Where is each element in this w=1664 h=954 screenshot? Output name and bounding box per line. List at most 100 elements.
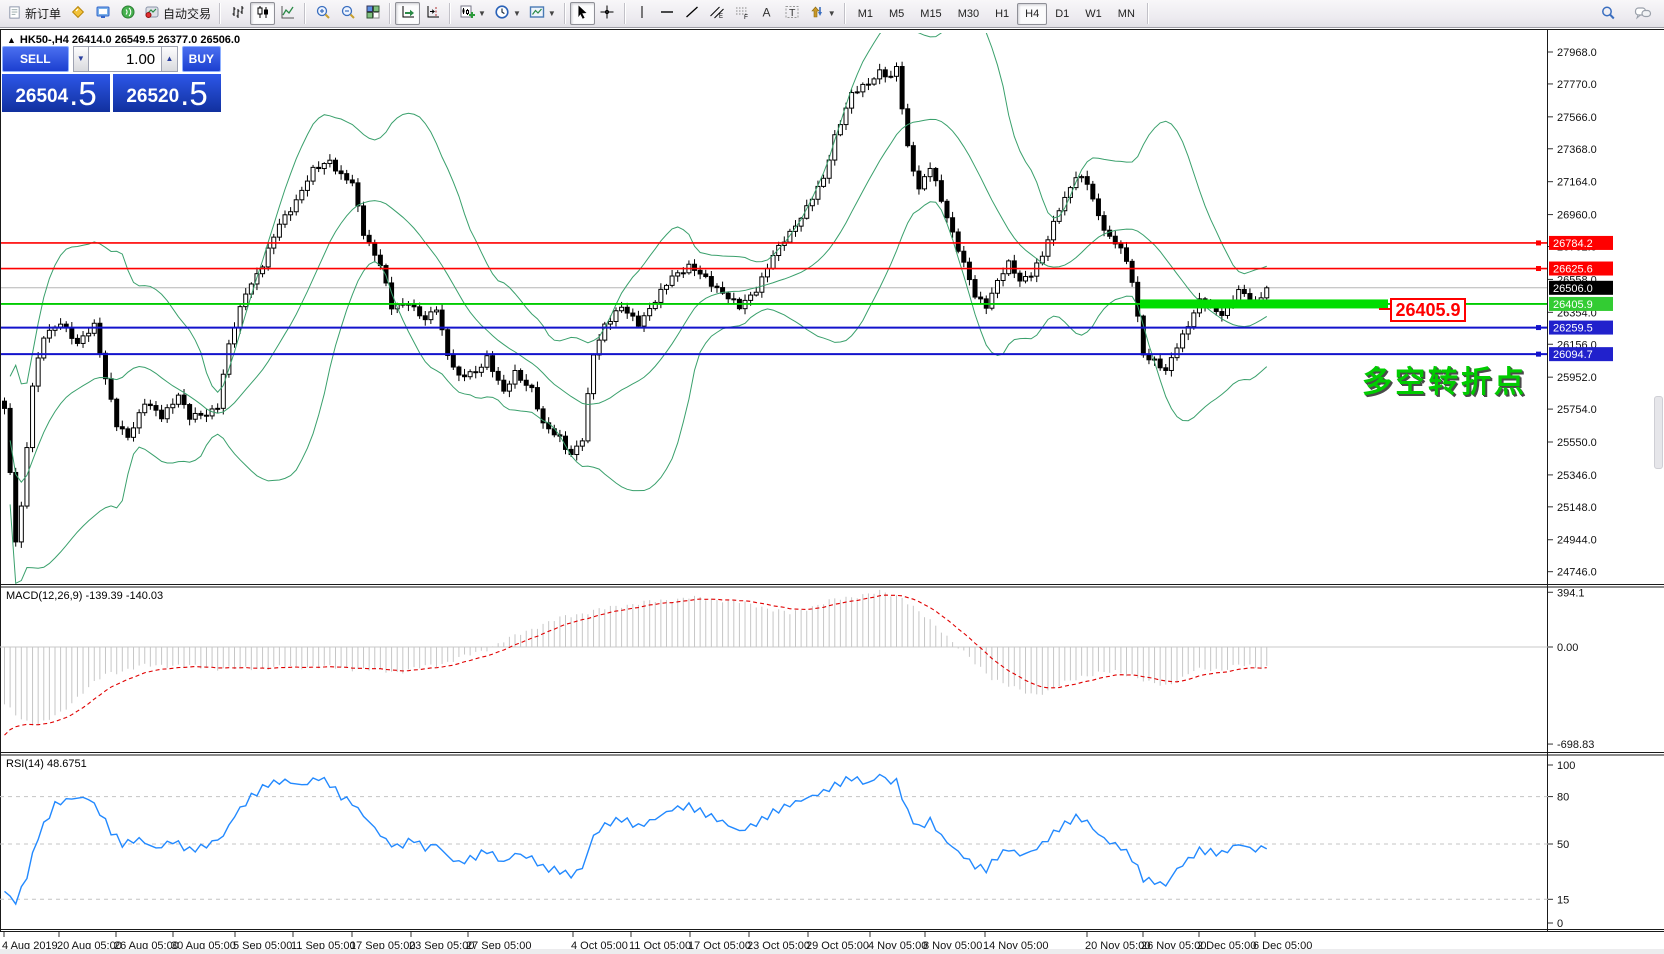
tab-m15[interactable]: M15 xyxy=(920,7,942,20)
crosshair-icon xyxy=(599,4,615,23)
volume-input[interactable] xyxy=(89,46,162,72)
sell-price-display[interactable]: 26504.5 xyxy=(2,74,110,112)
templates-button[interactable]: ▼ xyxy=(525,2,560,25)
candles xyxy=(2,61,1270,548)
tile-windows-button[interactable] xyxy=(360,2,385,25)
chart-canvas[interactable]: 27968.0 27770.0 27566.0 27368.0 27164.0 26960… xyxy=(0,28,1664,954)
svg-text:F: F xyxy=(744,14,748,20)
tab-d1[interactable]: D1 xyxy=(1055,7,1070,20)
horizontal-line-icon xyxy=(659,4,675,23)
zoom-in-icon xyxy=(315,4,331,23)
volume-decrease-button[interactable]: ▼ xyxy=(72,46,90,72)
svg-text:26960.0: 26960.0 xyxy=(1557,210,1597,222)
text-icon: A xyxy=(759,4,775,23)
svg-text:25346.0: 25346.0 xyxy=(1557,470,1597,482)
vertical-scrollbar-thumb[interactable] xyxy=(1654,396,1663,469)
svg-text:25754.0: 25754.0 xyxy=(1557,404,1597,416)
svg-text:15: 15 xyxy=(1557,894,1569,906)
volume-increase-button[interactable]: ▲ xyxy=(161,46,178,72)
bar-chart-button[interactable] xyxy=(225,2,250,25)
buy-button[interactable]: BUY xyxy=(181,46,221,72)
tab-h4[interactable]: H4 xyxy=(1017,2,1048,25)
equidistant-channel-button[interactable]: E xyxy=(705,2,730,25)
auto-scroll-button[interactable] xyxy=(395,2,421,25)
tab-m1[interactable]: M1 xyxy=(857,7,873,20)
trendline-button[interactable] xyxy=(680,2,705,25)
new-chart-button[interactable]: ▼ xyxy=(455,2,490,25)
candlestick-chart-button[interactable] xyxy=(250,2,276,25)
search-button[interactable] xyxy=(1595,3,1620,26)
zoom-in-button[interactable] xyxy=(310,2,335,25)
separator xyxy=(623,3,626,24)
price-callout-label[interactable]: 26405.9 xyxy=(1379,298,1466,322)
market-watch-button[interactable] xyxy=(90,2,115,25)
tile-windows-icon xyxy=(365,4,381,23)
separator xyxy=(219,3,222,24)
svg-text:100: 100 xyxy=(1557,760,1575,772)
vertical-line-button[interactable] xyxy=(630,2,655,25)
svg-text:0.00: 0.00 xyxy=(1557,642,1578,654)
highlight-bar[interactable] xyxy=(1140,299,1388,309)
text-button[interactable]: A xyxy=(755,2,780,25)
svg-text:26784.2: 26784.2 xyxy=(1553,238,1593,250)
separator xyxy=(449,3,452,24)
auto-scroll-icon xyxy=(400,4,416,23)
svg-text:A: A xyxy=(763,6,771,20)
bar-chart-icon xyxy=(230,4,246,23)
horizontal-line-button[interactable] xyxy=(655,2,680,25)
new-order-label: 新订单 xyxy=(25,7,62,21)
arrows-button[interactable]: ▼ xyxy=(805,2,840,25)
vertical-line-icon xyxy=(634,4,650,23)
equidistant-channel-icon: E xyxy=(709,4,725,23)
arrows-icon xyxy=(809,4,825,23)
svg-text:E: E xyxy=(719,14,723,20)
svg-text:26094.7: 26094.7 xyxy=(1553,349,1593,361)
macd-pane xyxy=(0,589,1548,736)
quotes-button[interactable] xyxy=(65,2,90,25)
svg-text:25148.0: 25148.0 xyxy=(1557,502,1597,514)
fibonacci-button[interactable]: F xyxy=(730,2,755,25)
notifications-button[interactable] xyxy=(115,2,140,25)
auto-trading-button[interactable]: 自动交易 xyxy=(140,2,215,25)
annotation-text[interactable]: 多空转折点 xyxy=(1362,366,1527,399)
svg-text:24944.0: 24944.0 xyxy=(1557,535,1597,547)
auto-trading-icon xyxy=(144,4,160,23)
tab-m30[interactable]: M30 xyxy=(957,7,980,20)
auto-trading-label: 自动交易 xyxy=(163,7,212,21)
rsi-indicator-label: RSI(14) 48.6751 xyxy=(6,758,87,770)
chat-button[interactable] xyxy=(1630,3,1656,26)
svg-text:27164.0: 27164.0 xyxy=(1557,177,1597,189)
one-click-trade-panel: SELL ▼ ▲ BUY 26504.5 26520.5 xyxy=(2,46,221,112)
caret-down-icon: ▼ xyxy=(76,54,85,63)
text-label-button[interactable]: T xyxy=(780,2,805,25)
toolbar: 新订单 自动交易 ▼ ▼ ▼ E F A T ▼ xyxy=(0,0,1664,28)
tab-mn[interactable]: MN xyxy=(1117,7,1135,20)
line-chart-button[interactable] xyxy=(275,2,300,25)
svg-text:26405.9: 26405.9 xyxy=(1553,299,1593,311)
tab-h1[interactable]: H1 xyxy=(995,7,1010,20)
svg-text:27770.0: 27770.0 xyxy=(1557,79,1597,91)
zoom-out-button[interactable] xyxy=(335,2,360,25)
tab-m5[interactable]: M5 xyxy=(889,7,905,20)
macd-signal-line xyxy=(4,594,1267,736)
separator xyxy=(389,3,392,24)
sell-button[interactable]: SELL xyxy=(2,46,69,72)
crosshair-button[interactable] xyxy=(595,2,620,25)
chart-shift-button[interactable] xyxy=(420,2,445,25)
monitor-icon xyxy=(95,4,111,23)
cursor-button[interactable] xyxy=(569,2,595,25)
cursor-icon xyxy=(574,4,590,23)
tab-w1[interactable]: W1 xyxy=(1085,7,1102,20)
periods-button[interactable]: ▼ xyxy=(490,2,525,25)
svg-text:-698.83: -698.83 xyxy=(1557,739,1594,751)
buy-price-display[interactable]: 26520.5 xyxy=(113,74,221,112)
price-scale[interactable]: 27968.0 27770.0 27566.0 27368.0 27164.0 26960… xyxy=(1548,47,1613,930)
rsi-line xyxy=(4,773,1268,906)
sound-icon xyxy=(120,4,136,23)
pane-borders xyxy=(0,29,1664,932)
new-order-button[interactable]: 新订单 xyxy=(3,2,65,25)
separator xyxy=(563,3,566,24)
macd-indicator-label: MACD(12,26,9) -139.39 -140.03 xyxy=(6,590,164,602)
fibonacci-icon: F xyxy=(734,4,750,23)
